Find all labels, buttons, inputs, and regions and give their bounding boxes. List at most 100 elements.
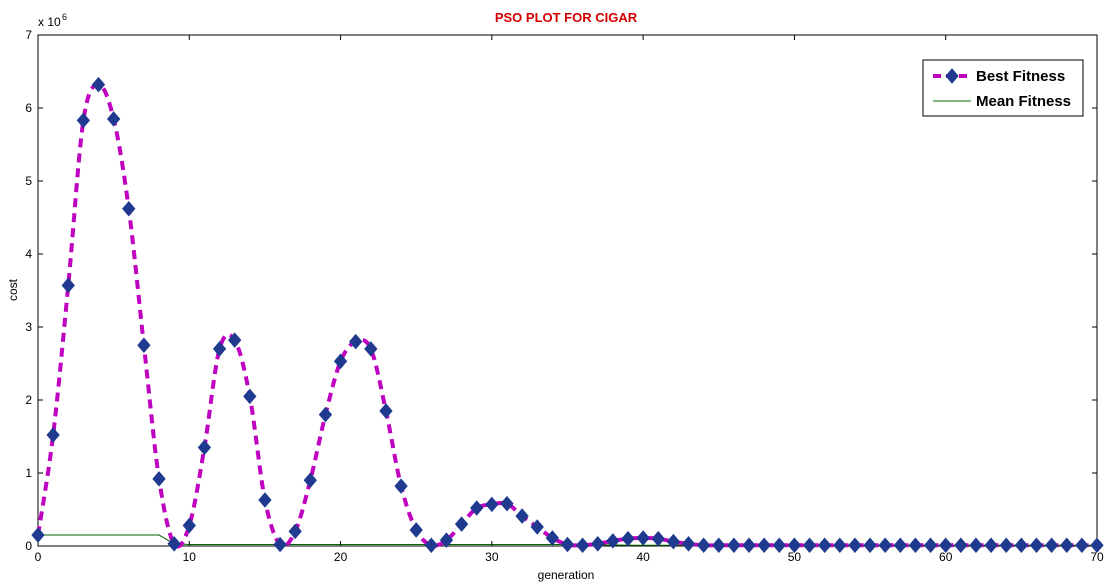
best-fitness-point (651, 530, 665, 547)
legend-box (922, 59, 1084, 117)
x-tick-label: 20 (334, 550, 348, 564)
best-fitness-point (575, 537, 590, 554)
best-fitness-point (212, 341, 227, 357)
best-fitness-point (167, 536, 181, 552)
best-fitness-point (182, 517, 196, 534)
y-tick-label: 3 (25, 320, 32, 334)
y-tick-label: 1 (25, 466, 32, 480)
best-fitness-point (76, 112, 91, 129)
best-fitness-point (545, 530, 560, 546)
legend-mean-fitness-label: Mean Fitness (976, 93, 1071, 110)
y-axis-label: cost (6, 278, 20, 301)
best-fitness-point (757, 537, 771, 554)
best-fitness-point (802, 537, 817, 554)
legend: Best Fitness Mean Fitness (922, 59, 1084, 117)
best-fitness-point (303, 472, 317, 489)
best-fitness-point (969, 537, 983, 554)
best-fitness-point (424, 537, 439, 554)
best-fitness-point (833, 537, 847, 554)
best-fitness-point (258, 492, 272, 508)
best-fitness-point (908, 537, 923, 554)
best-fitness-point (984, 537, 998, 554)
y-tick-label: 7 (25, 28, 32, 42)
best-fitness-point (787, 537, 802, 554)
best-fitness-point (863, 537, 877, 554)
best-fitness-point (243, 388, 257, 405)
chart-title: PSO PLOT FOR CIGAR (495, 10, 638, 25)
y-axis-ticks: 0 1 2 3 4 5 6 7 (25, 28, 1097, 553)
best-fitness-point (1075, 537, 1089, 554)
y-tick-label: 0 (25, 539, 32, 553)
best-fitness-point (727, 537, 741, 554)
best-fitness-point (197, 439, 212, 456)
best-fitness-point (1090, 537, 1104, 554)
best-fitness-point (379, 403, 393, 419)
best-fitness-point (893, 537, 907, 554)
best-fitness-point (500, 495, 514, 512)
best-fitness-point (636, 530, 650, 546)
best-fitness-point (591, 536, 605, 552)
x-tick-label: 50 (788, 550, 802, 564)
best-fitness-point (939, 537, 953, 554)
best-fitness-point (681, 536, 696, 552)
best-fitness-point (1014, 537, 1029, 554)
best-fitness-point (46, 427, 60, 443)
series-layer (31, 76, 1104, 554)
best-fitness-point (878, 537, 892, 554)
best-fitness-point (152, 471, 166, 487)
best-fitness-point (712, 537, 726, 554)
legend-best-fitness-marker (945, 68, 959, 84)
best-fitness-point (439, 532, 454, 548)
best-fitness-point (848, 537, 862, 554)
best-fitness-point (394, 478, 408, 494)
best-fitness-point (666, 533, 681, 550)
best-fitness-point (454, 516, 469, 532)
y-tick-label: 2 (25, 393, 32, 407)
best-fitness-point (273, 536, 287, 553)
best-fitness-point (818, 537, 832, 554)
best-fitness-point (696, 537, 711, 554)
best-fitness-point (1029, 537, 1044, 554)
best-fitness-point (999, 537, 1013, 554)
y-tick-label: 6 (25, 101, 32, 115)
y-tick-label: 5 (25, 174, 32, 188)
best-fitness-point (742, 537, 756, 554)
x-tick-label: 30 (485, 550, 499, 564)
best-fitness-point (530, 519, 544, 535)
best-fitness-point (621, 530, 635, 547)
best-fitness-point (772, 537, 786, 554)
best-fitness-point (122, 200, 136, 217)
best-fitness-point (409, 522, 423, 538)
x-axis-label: generation (538, 568, 595, 582)
x-tick-label: 0 (35, 550, 42, 564)
best-fitness-point (91, 76, 106, 93)
best-fitness-point (333, 353, 348, 370)
best-fitness-point (364, 341, 378, 357)
best-fitness-point (228, 332, 242, 348)
best-fitness-point (560, 536, 575, 553)
best-fitness-point (515, 508, 529, 524)
x-tick-label: 60 (939, 550, 953, 564)
best-fitness-point (1060, 537, 1074, 554)
x-tick-label: 10 (183, 550, 197, 564)
best-fitness-point (923, 537, 938, 554)
best-fitness-point (137, 337, 151, 354)
x-axis-ticks: 0 10 20 30 40 50 60 70 (35, 35, 1104, 564)
y-exponent-label: x 10 (38, 15, 61, 29)
x-tick-label: 40 (636, 550, 650, 564)
best-fitness-point (470, 500, 484, 516)
best-fitness-point (606, 533, 620, 549)
best-fitness-point (349, 333, 363, 350)
y-exponent-power: 6 (62, 12, 67, 22)
best-fitness-point (31, 527, 45, 543)
best-fitness-point (288, 523, 302, 540)
best-fitness-point (61, 277, 75, 294)
y-tick-label: 4 (25, 247, 32, 261)
best-fitness-point (485, 496, 499, 513)
series-mean-fitness-line (38, 534, 1097, 546)
best-fitness-point (954, 537, 968, 554)
legend-best-fitness-label: Best Fitness (976, 68, 1065, 85)
x-tick-label: 70 (1090, 550, 1104, 564)
best-fitness-point (106, 111, 121, 127)
